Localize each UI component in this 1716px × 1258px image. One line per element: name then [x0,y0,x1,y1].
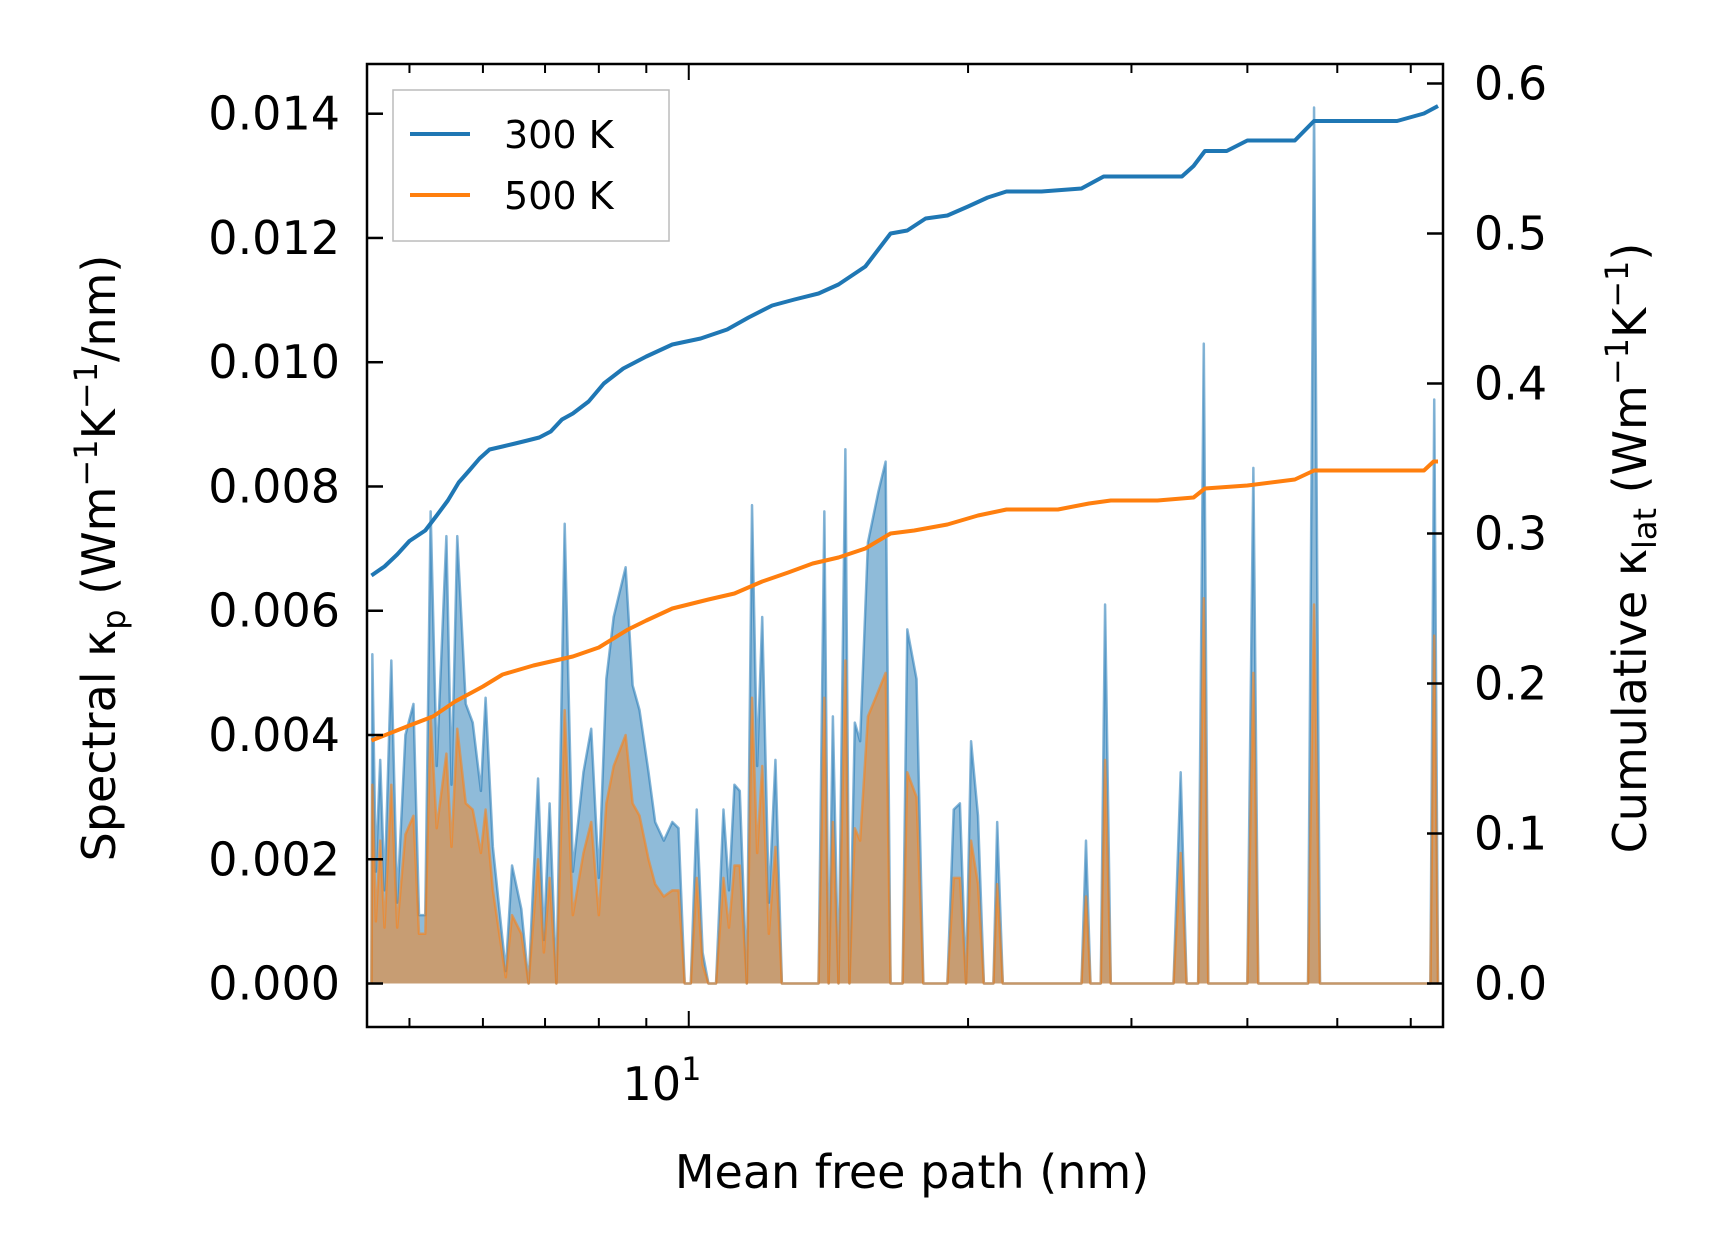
y-left-title-sup2: −1 [67,362,105,409]
x-tick-exp: 1 [681,1050,701,1088]
legend-label-500k: 500 K [504,174,615,218]
y-left-title-units: (Wm [72,487,126,610]
y-left-title-sub: p [95,609,133,629]
y-right-title-tail: ) [1603,243,1657,261]
y-left-title-k: K [72,407,126,439]
x-axis-title: Mean free path (nm) [675,1145,1149,1199]
axes: 0.000 0.002 0.004 0.006 0.008 0.010 0.012 0.014… [208,57,1547,1029]
spectral-line-500k [370,597,1440,985]
y-left-title-tail: /nm) [72,255,126,362]
y-left-tick-label: 0.002 [208,832,340,886]
y-right-title-k: K [1603,306,1657,338]
cumulative-line-500k [370,459,1439,743]
y-left-title-sup1: −1 [67,439,105,486]
x-tick-label-10: 101 [623,1050,702,1111]
plot-frame [365,62,1445,1029]
y-right-tick-label: 0.5 [1474,207,1547,261]
y-left-tick-label: 0.010 [208,335,340,389]
y-right-title-units: (Wm [1603,385,1657,508]
data-group [370,104,1440,985]
y-left-tick-label: 0.014 [208,87,340,141]
y-right-tick-label: 0.2 [1474,657,1547,711]
plot-area [370,104,1440,985]
y-right-title-sup1: −1 [1598,338,1636,385]
y-right-title-main: Cumulative κ [1603,549,1657,853]
y-left-tick-label: 0.000 [208,957,340,1011]
y-left-tick-label: 0.006 [208,584,340,638]
y-right-tick-label: 0.3 [1474,507,1547,561]
y-left-tick-label: 0.008 [208,459,340,513]
y-right-axis-title: Cumulative κlat (Wm−1K−1) [1598,243,1664,854]
legend-label-300k: 300 K [504,113,615,157]
spectral-area-300k [371,107,1439,984]
y-right-tick-label: 0.4 [1474,357,1547,411]
cumulative-line-300k [370,104,1439,578]
spectral-area-500k [371,598,1439,984]
y-left-title-main: Spectral κ [72,630,126,862]
x-tick-base: 10 [623,1057,682,1111]
y-right-title-sub: lat [1626,508,1664,549]
y-right-tick-label: 0.6 [1474,57,1547,111]
legend: 300 K 500 K [392,89,670,242]
legend-frame [392,89,670,242]
y-right-tick-label: 0.1 [1474,807,1547,861]
y-left-tick-label: 0.004 [208,708,340,762]
y-left-tick-label: 0.012 [208,211,340,265]
y-left-axis-title: Spectral κp (Wm−1K−1/nm) [67,255,133,862]
y-right-title-sup2: −1 [1598,261,1636,308]
y-right-tick-label: 0.0 [1474,957,1547,1011]
